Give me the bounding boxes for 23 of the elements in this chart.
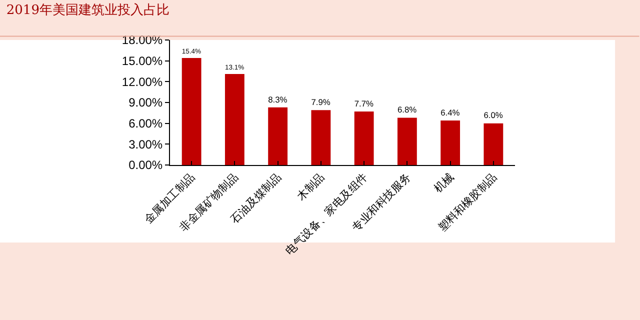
- data-label: 6.8%: [397, 104, 418, 115]
- bar: [397, 118, 417, 165]
- data-label: 6.4%: [440, 107, 460, 118]
- y-tick-label: 12.00%: [122, 74, 163, 89]
- data-label: 6.0%: [484, 110, 504, 120]
- bar: [268, 107, 288, 165]
- data-label: 8.3%: [268, 94, 288, 104]
- bar: [182, 58, 202, 165]
- x-tick-label: 机械: [432, 170, 456, 196]
- y-tick-label: 6.00%: [128, 116, 163, 131]
- chart-title: 2019年美国建筑业投入占比: [6, 2, 170, 18]
- y-tick-label: 9.00%: [128, 96, 163, 110]
- bar: [440, 120, 460, 165]
- y-tick-label: 0.00%: [128, 158, 163, 172]
- data-label: 7.7%: [354, 98, 374, 108]
- data-label: 7.9%: [311, 97, 331, 108]
- x-tick-label: 木制品: [294, 170, 327, 204]
- y-tick-label: 15.00%: [122, 54, 163, 68]
- bar: [354, 112, 374, 165]
- bar: [224, 74, 244, 165]
- bar: [484, 123, 504, 165]
- y-tick-label: 3.00%: [128, 137, 163, 152]
- bar: [311, 110, 331, 165]
